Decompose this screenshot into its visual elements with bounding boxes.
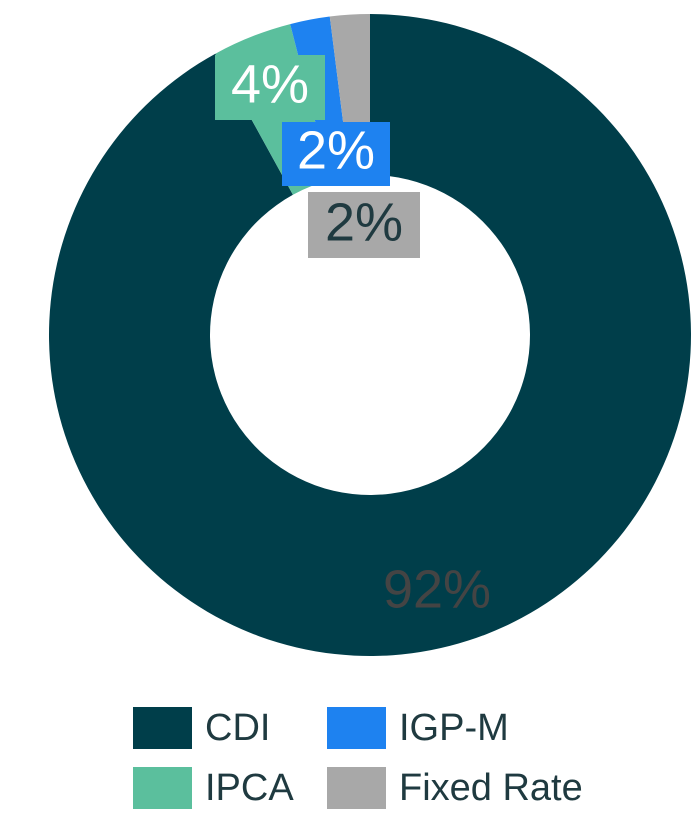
legend-label: IGP-M — [399, 707, 509, 749]
data-label: 2% — [297, 120, 375, 180]
legend-swatch — [133, 707, 192, 749]
legend-swatch — [133, 767, 192, 809]
legend-label: IPCA — [205, 767, 294, 809]
legend-label: CDI — [205, 707, 270, 749]
donut-slice — [48, 14, 692, 657]
label-box — [282, 122, 390, 186]
legend-swatch — [327, 707, 386, 749]
data-label: 4% — [231, 54, 309, 114]
legend-swatch — [327, 767, 386, 809]
label-box — [215, 55, 325, 120]
data-label: 92% — [383, 559, 491, 619]
data-label: 2% — [325, 192, 403, 252]
legend-label: Fixed Rate — [399, 767, 583, 809]
label-box — [308, 192, 420, 258]
